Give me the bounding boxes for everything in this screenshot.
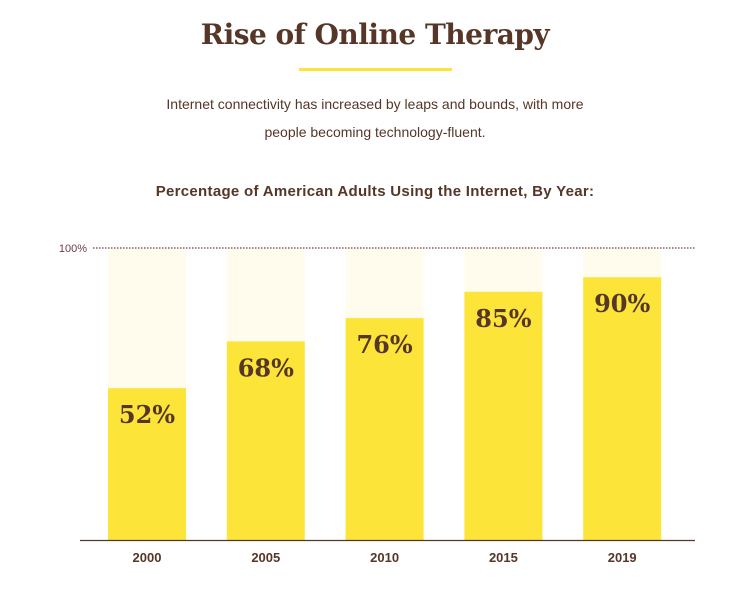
page-subtitle: Internet connectivity has increased by l… xyxy=(166,96,584,140)
data-label: 76% xyxy=(356,330,412,359)
chart-title: Percentage of American Adults Using the … xyxy=(155,183,595,200)
data-label: 68% xyxy=(238,353,294,382)
title-underline xyxy=(299,68,452,71)
bar xyxy=(583,277,662,540)
data-label: 52% xyxy=(119,400,175,429)
bar xyxy=(345,318,424,540)
bar xyxy=(108,388,186,540)
bar xyxy=(226,341,305,540)
page-title: Rise of Online Therapy xyxy=(200,18,550,51)
data-label: 90% xyxy=(594,289,650,318)
x-tick-label: 2010 xyxy=(370,550,399,565)
reference-line-label: 100% xyxy=(59,243,87,255)
x-tick-label: 2019 xyxy=(608,550,637,565)
bar xyxy=(464,291,543,540)
x-tick-label: 2000 xyxy=(133,550,162,565)
data-label: 85% xyxy=(475,304,531,333)
x-tick-label: 2015 xyxy=(489,550,518,565)
x-tick-label: 2005 xyxy=(251,550,280,565)
